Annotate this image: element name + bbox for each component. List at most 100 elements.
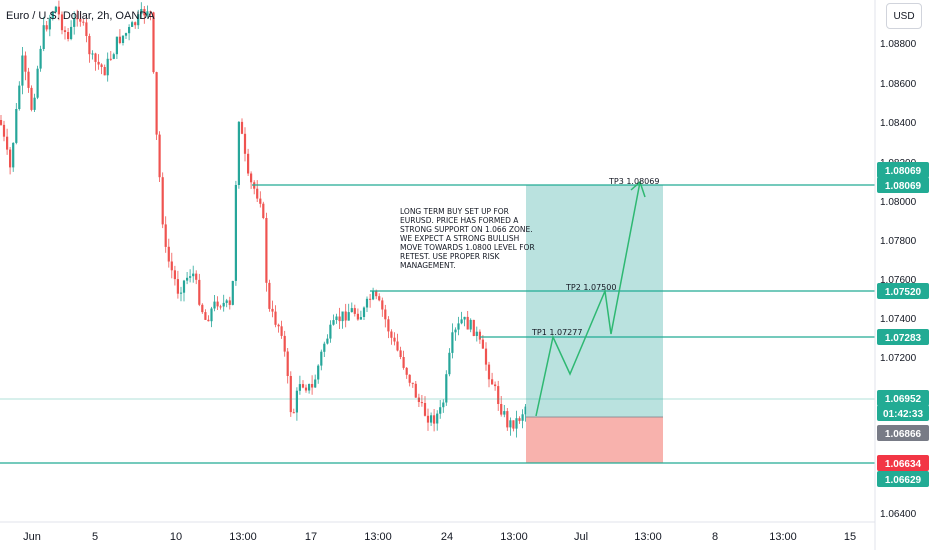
candle-body: [256, 188, 259, 199]
candle-body: [436, 413, 439, 424]
candle-body: [207, 319, 210, 322]
price-tag-tp1[interactable]: 1.07283: [877, 329, 929, 345]
candle-body: [195, 273, 198, 280]
candle-body: [359, 317, 362, 320]
svg-text:1.06629: 1.06629: [885, 475, 922, 486]
price-tick-label: 1.07400: [880, 314, 917, 325]
svg-text:1.08069: 1.08069: [885, 166, 922, 177]
candle-body: [506, 411, 509, 428]
candle-body: [204, 312, 207, 320]
candle-body: [311, 384, 314, 388]
candle-body: [124, 33, 128, 36]
candle-body: [146, 11, 149, 16]
candle-body: [411, 382, 414, 384]
price-tag-tp3-b[interactable]: 1.08069: [877, 177, 929, 193]
candle-body: [497, 386, 500, 404]
candle-body: [179, 292, 183, 294]
candle-body: [106, 58, 109, 76]
candle-body: [362, 307, 366, 317]
trade-note[interactable]: LONG TERM BUY SET UP FOR EURUSD. PRICE H…: [400, 207, 535, 270]
candle-body: [51, 12, 54, 19]
candle-body: [121, 35, 125, 43]
candle-body: [356, 313, 359, 320]
candle-body: [73, 18, 76, 27]
profit-zone[interactable]: [526, 185, 663, 417]
candle-body: [393, 337, 396, 342]
svg-text:01:42:33: 01:42:33: [883, 409, 923, 420]
candle-body: [259, 198, 262, 204]
candle-body: [494, 384, 497, 387]
price-tag-support[interactable]: 1.06629: [877, 471, 929, 487]
time-tick-label: 17: [305, 531, 317, 543]
candle-body: [350, 308, 353, 313]
price-tick-label: 1.07600: [880, 275, 917, 286]
price-tag-gray[interactable]: 1.06866: [877, 425, 929, 441]
price-tag-stop[interactable]: 1.06634: [877, 455, 929, 471]
candle-body: [430, 415, 433, 423]
candle-body: [137, 14, 140, 26]
time-axis[interactable]: Jun 5 10 13:00 17 13:00 24 13:00 Jul 13:00 8 13:00 1…: [23, 531, 856, 543]
candle-body: [378, 296, 381, 301]
candle-body: [460, 319, 463, 324]
candle-body: [243, 133, 247, 154]
candle-body: [27, 71, 30, 88]
projection-path[interactable]: [535, 181, 641, 417]
candle-body: [478, 331, 481, 340]
candle-body: [353, 308, 356, 314]
candle-body: [42, 25, 45, 49]
time-tick-label: 5: [92, 531, 98, 543]
candle-body: [381, 300, 384, 310]
candle-body: [384, 309, 387, 320]
candle-body: [237, 121, 240, 185]
note-line-1: LONG TERM BUY SET UP FOR: [400, 207, 509, 216]
candle-body: [469, 319, 472, 330]
candle-body: [466, 316, 469, 330]
candle-body: [515, 418, 518, 429]
price-tag-countdown[interactable]: 01:42:33: [877, 405, 929, 421]
candle-body: [170, 261, 173, 271]
candle-body: [338, 316, 341, 322]
candle-body: [268, 282, 271, 309]
candle-body: [2, 124, 6, 137]
candle-body: [283, 335, 286, 352]
candle-body: [472, 319, 475, 336]
candle-body: [308, 384, 311, 391]
candle-body: [134, 22, 137, 26]
candle-body: [216, 301, 219, 307]
candle-body: [451, 332, 454, 353]
time-tick-label: 10: [170, 531, 182, 543]
candle-body: [433, 415, 436, 424]
candle-body: [457, 323, 460, 330]
candle-body: [9, 149, 12, 168]
price-tick-label: 1.08800: [880, 39, 917, 50]
price-tag-current[interactable]: 1.06952: [877, 390, 929, 406]
candle-body: [97, 61, 100, 65]
candle-body: [375, 290, 378, 297]
candle-body: [210, 308, 213, 322]
currency-button[interactable]: USD: [886, 3, 922, 29]
candle-body: [155, 72, 158, 135]
candle-body: [317, 365, 320, 380]
candle-body: [390, 331, 393, 338]
candle-body: [512, 420, 515, 429]
candle-body: [161, 177, 164, 225]
price-tag-tp3-a[interactable]: 1.08069: [877, 162, 929, 178]
time-tick-label: 13:00: [364, 531, 392, 543]
price-tick-label: 1.07200: [880, 353, 917, 364]
symbol-title[interactable]: Euro / U.S. Dollar, 2h, OANDA: [6, 10, 155, 22]
candle-body: [408, 374, 411, 383]
time-tick-label: 13:00: [769, 531, 797, 543]
tp3-label: TP3 1.08069: [608, 177, 659, 186]
candle-body: [164, 224, 167, 247]
candle-body: [67, 32, 70, 39]
loss-zone[interactable]: [526, 417, 663, 463]
candle-body: [423, 403, 427, 416]
price-tag-tp2[interactable]: 1.07520: [877, 283, 929, 299]
candle-body: [326, 338, 329, 344]
candle-body: [286, 351, 289, 376]
candle-body: [30, 87, 33, 110]
candle-body: [234, 185, 237, 281]
time-tick-label: 13:00: [500, 531, 528, 543]
candle-body: [481, 339, 484, 349]
